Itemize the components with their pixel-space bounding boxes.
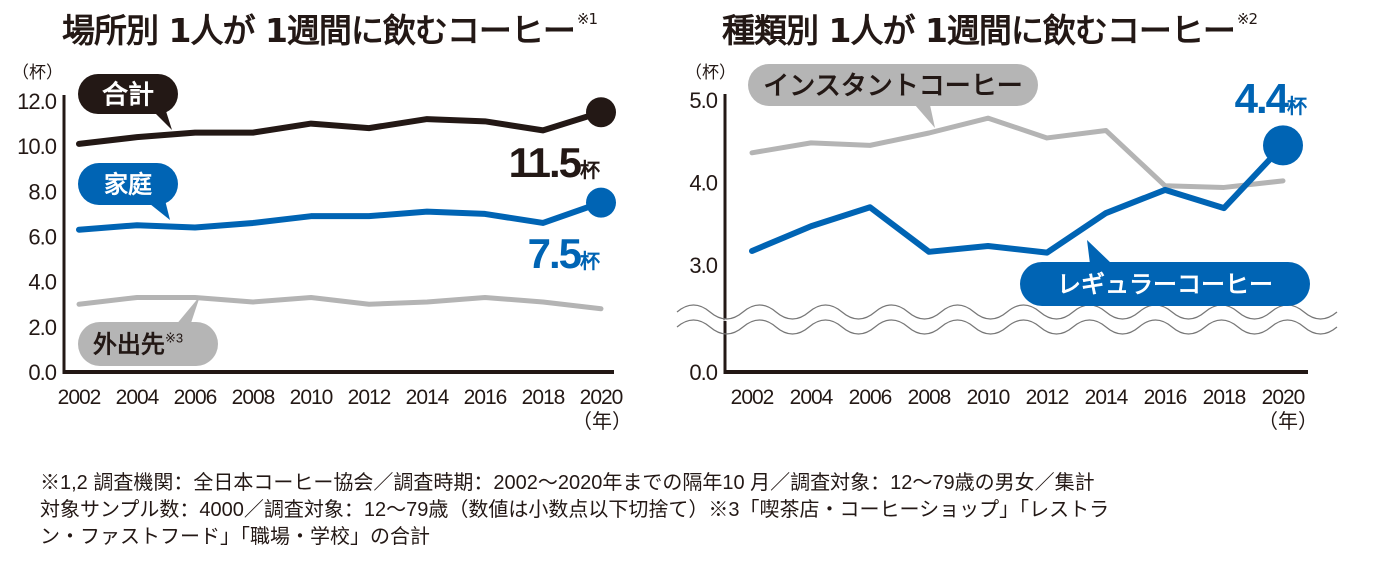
series-label-text: レギュラーコーヒー [1057,272,1273,299]
x-tick-label: 2006 [849,386,892,409]
bubble-body [1020,262,1310,306]
end-value-unit: 杯 [1287,94,1307,118]
x-tick-label: 2018 [522,386,565,409]
y-tick-label: 6.0 [28,225,56,250]
series-label-bubble: 家庭 [78,163,178,220]
series-1 [749,125,1303,256]
series-label-bubble: インスタントコーヒー [748,64,1038,128]
y-axis-unit-label: （杯） [685,63,736,82]
chart-title-text: 種類別 1人が 1週間に飲むコーヒー [722,11,1236,50]
axis-break-wave [676,319,1338,335]
x-tick-label: 2020 [580,386,623,409]
chart-title-by-place: 場所別 1人が 1週間に飲むコーヒー ※1 [62,4,598,52]
series-line [76,294,604,312]
bubble-body [78,74,178,114]
y-tick-label: 2.0 [28,315,56,340]
end-value-number: 4.4 [1235,75,1290,122]
y-tick-label: 12.0 [17,89,57,114]
x-axis-unit-label: （年） [572,410,632,433]
end-value-number: 11.5 [509,139,582,186]
x-tick-label: 2002 [58,386,101,409]
x-tick-label: 2016 [464,386,507,409]
series-label-bubble: 合計 [78,74,178,130]
end-value-label: 4.4杯 [1235,75,1307,122]
end-value-label: 7.5杯 [528,230,600,277]
end-point-marker [586,97,616,128]
x-tick-label: 2016 [1144,386,1187,409]
x-tick-label: 2018 [1203,386,1246,409]
x-tick-label: 2014 [406,386,450,409]
chart-title-by-type: 種類別 1人が 1週間に飲むコーヒー ※2 [722,4,1258,52]
x-tick-label: 2002 [731,386,774,409]
series-label-note: ※3 [165,331,183,346]
series-label-bubble: 外出先※3 [78,296,218,366]
axis-break-wave [676,304,1338,320]
footnote-line: ン・ファストフード」「職場・学校」の合計 [40,526,430,548]
y-tick-label: 4.0 [28,270,56,295]
end-value-label: 11.5杯 [509,139,600,186]
title-footnote-mark: ※1 [576,10,598,28]
footnote-line: 対象サンプル数：4000／調査対象：12〜79歳（数値は小数点以下切捨て）※3「… [40,499,1110,521]
x-tick-label: 2014 [1085,386,1129,409]
series-line [749,115,1286,190]
series-label-bubble: レギュラーコーヒー [1020,240,1310,306]
axis-break-marker [650,304,1338,335]
bubble-body [748,64,1038,106]
y-tick-label: 0.0 [689,360,717,385]
series-label-text: 合計 [102,79,154,109]
x-tick-label: 2012 [348,386,391,409]
footnote-line: ※1,2 調査機関：全日本コーヒー協会／調査時期：2002〜2020年までの隔年… [40,472,1095,494]
bubble-tail [1087,240,1112,264]
end-point-marker [586,187,616,218]
y-tick-label: 10.0 [17,134,57,159]
chart-title-text: 場所別 1人が 1週間に飲むコーヒー [62,11,576,50]
series-1 [76,187,616,233]
end-value-unit: 杯 [580,249,600,273]
x-tick-label: 2010 [967,386,1010,409]
y-axis-unit-label: （杯） [12,63,63,82]
x-tick-label: 2020 [1262,386,1305,409]
x-tick-label: 2004 [116,386,160,409]
series-0 [749,115,1286,190]
x-tick-label: 2006 [174,386,217,409]
bubble-tail [175,296,200,326]
end-value-number: 7.5 [528,230,582,277]
y-tick-label: 4.0 [689,171,717,196]
series-2 [76,294,604,312]
y-tick-label: 3.0 [689,253,717,278]
series-line [749,142,1286,256]
x-tick-label: 2008 [908,386,951,409]
y-tick-label: 5.0 [689,88,717,113]
title-footnote-mark: ※2 [1236,10,1258,28]
series-line [76,109,604,147]
end-value-unit: 杯 [580,158,600,182]
end-point-marker [1263,125,1303,166]
y-tick-label: 8.0 [28,179,56,204]
bubble-body [78,322,218,366]
footnotes: ※1,2 調査機関：全日本コーヒー協会／調査時期：2002〜2020年までの隔年… [40,470,1330,551]
series-line [76,199,604,233]
x-tick-label: 2010 [290,386,333,409]
x-axis-unit-label: （年） [1258,410,1318,433]
axis-break-band [650,307,1337,332]
bubble-tail [915,105,935,128]
x-tick-label: 2004 [790,386,834,409]
x-tick-label: 2008 [232,386,275,409]
series-label-text: インスタントコーヒー [763,70,1022,100]
bubble-body [78,163,178,205]
chart-by-type: （杯） 0.0 3.0 4.0 5.0 2002 2004 2006 2008 2010 2012 2… [650,63,1338,433]
y-tick-label: 0.0 [28,360,56,385]
series-label-text: 家庭 [104,171,152,199]
series-0 [76,97,616,147]
x-tick-label: 2012 [1026,386,1069,409]
chart-by-place: （杯） 0.0 2.0 4.0 6.0 8.0 10.0 12.0 2002 2004 2006 20… [12,63,632,433]
